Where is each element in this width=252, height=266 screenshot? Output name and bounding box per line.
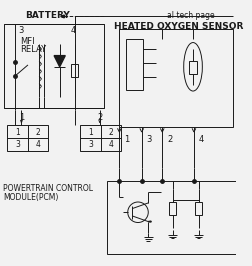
- Text: 4: 4: [108, 140, 113, 149]
- Bar: [4, 24, 104, 108]
- Bar: [188, 61, 196, 74]
- Text: al tech page: al tech page: [167, 11, 214, 20]
- Bar: [7, 124, 48, 151]
- Text: 2: 2: [166, 135, 171, 144]
- Text: 1: 1: [123, 135, 129, 144]
- Bar: [107, 181, 235, 254]
- Text: 3: 3: [88, 140, 92, 149]
- Polygon shape: [148, 221, 150, 222]
- Text: 1: 1: [19, 113, 24, 122]
- Bar: [125, 39, 142, 90]
- Text: HEATED OXYGEN SENSOR: HEATED OXYGEN SENSOR: [114, 22, 243, 31]
- Text: MODULE(PCM): MODULE(PCM): [3, 193, 58, 202]
- Text: RELAY: RELAY: [20, 45, 46, 53]
- Text: 4: 4: [36, 140, 41, 149]
- Bar: [71, 64, 78, 77]
- Text: 2: 2: [97, 113, 102, 122]
- Bar: [194, 202, 202, 215]
- Text: BATTERY: BATTERY: [25, 11, 70, 20]
- Text: POWERTRAIN CONTROL: POWERTRAIN CONTROL: [3, 184, 92, 193]
- Polygon shape: [60, 15, 64, 18]
- Text: 4: 4: [198, 135, 203, 144]
- Text: 2: 2: [108, 128, 113, 136]
- Text: 3: 3: [15, 140, 20, 149]
- Text: MFI: MFI: [20, 37, 35, 46]
- Polygon shape: [54, 56, 65, 67]
- Text: 1: 1: [15, 128, 20, 136]
- Text: 1: 1: [88, 128, 92, 136]
- Text: 4: 4: [71, 26, 76, 35]
- Text: 2: 2: [36, 128, 40, 136]
- Text: 3: 3: [19, 26, 24, 35]
- Text: 3: 3: [146, 135, 151, 144]
- Bar: [80, 124, 121, 151]
- Bar: [119, 30, 232, 127]
- Bar: [168, 202, 176, 215]
